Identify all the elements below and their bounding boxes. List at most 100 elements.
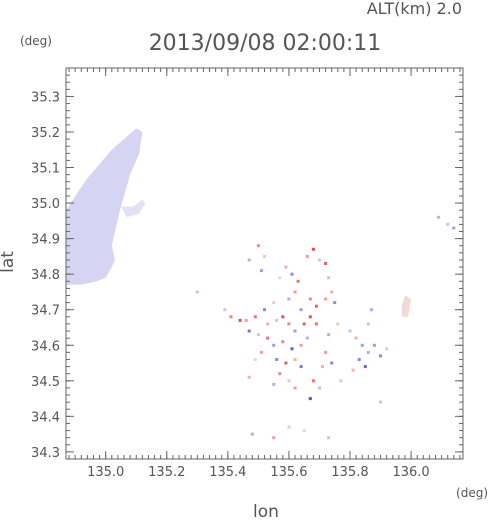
data-point xyxy=(305,336,309,340)
data-point xyxy=(327,276,331,280)
data-point xyxy=(446,222,450,226)
data-point xyxy=(330,361,334,365)
data-point xyxy=(299,365,303,369)
data-point xyxy=(330,290,334,294)
data-point xyxy=(324,297,328,301)
region-patch-1 xyxy=(121,199,146,218)
data-point xyxy=(263,254,266,258)
data-point xyxy=(308,397,312,401)
data-point xyxy=(253,358,257,361)
data-point xyxy=(259,269,263,273)
data-point xyxy=(229,315,233,319)
data-point xyxy=(302,322,306,326)
data-point xyxy=(327,333,331,337)
plot-frame xyxy=(65,67,464,460)
data-point xyxy=(256,333,260,337)
data-point xyxy=(311,247,315,251)
chart-title: 2013/09/08 02:00:11 xyxy=(149,31,382,56)
data-point xyxy=(244,318,248,322)
y-tick-label: 34.8 xyxy=(31,268,60,283)
data-point xyxy=(278,276,282,280)
data-point xyxy=(266,322,270,326)
data-point xyxy=(336,322,340,326)
data-point xyxy=(284,361,288,365)
data-point xyxy=(363,365,367,369)
data-point xyxy=(385,347,389,351)
data-point xyxy=(263,308,266,312)
data-point xyxy=(293,358,297,361)
data-point xyxy=(308,315,312,319)
data-point xyxy=(266,336,270,340)
data-point xyxy=(275,318,279,322)
region-patch-2 xyxy=(401,295,412,317)
data-point xyxy=(311,379,315,383)
x-tick-label: 135.4 xyxy=(209,465,246,480)
data-point xyxy=(247,258,251,262)
x-axis-label: lon xyxy=(253,502,279,521)
data-point xyxy=(372,343,376,347)
data-point xyxy=(259,350,263,354)
data-point xyxy=(318,258,321,262)
data-point xyxy=(308,297,312,301)
data-point xyxy=(290,272,294,276)
data-point xyxy=(275,358,279,361)
data-point xyxy=(253,315,257,319)
data-point xyxy=(351,368,355,372)
x-tick-label: 135.6 xyxy=(270,465,307,480)
data-point xyxy=(366,322,370,326)
data-point xyxy=(195,290,199,294)
data-point xyxy=(333,301,337,305)
data-point xyxy=(437,215,441,219)
data-point xyxy=(278,372,282,376)
data-point xyxy=(379,354,382,358)
y-tick-label: 34.9 xyxy=(31,233,60,248)
y-tick-label: 34.7 xyxy=(31,304,60,319)
data-point xyxy=(293,386,297,390)
data-point xyxy=(339,379,343,383)
data-point xyxy=(287,297,291,301)
data-point xyxy=(284,265,288,269)
data-point xyxy=(287,425,291,429)
x-tick-label: 135.8 xyxy=(331,465,368,480)
y-tick-label: 34.5 xyxy=(31,375,60,390)
data-point xyxy=(281,315,285,319)
data-point xyxy=(290,347,294,351)
data-point xyxy=(369,308,373,312)
data-point xyxy=(299,343,303,347)
y-tick-label: 35.3 xyxy=(31,90,60,105)
y-tick-label: 34.4 xyxy=(31,410,60,425)
data-point xyxy=(327,436,331,440)
data-point xyxy=(281,340,285,344)
altitude-label: ALT(km) 2.0 xyxy=(367,0,462,18)
x-unit-label: (deg) xyxy=(456,486,488,500)
data-point xyxy=(379,400,382,404)
data-point xyxy=(247,329,251,333)
data-point xyxy=(223,308,227,312)
data-point xyxy=(272,343,276,347)
data-point xyxy=(256,244,260,248)
data-point xyxy=(238,318,242,322)
data-point xyxy=(302,429,306,433)
axis-ticks: 135.0 135.2 135.4 135.6 135.8 136.0 34.3 34.4 34… xyxy=(31,67,463,480)
data-point xyxy=(272,382,276,386)
data-point xyxy=(452,226,456,230)
data-point xyxy=(296,279,300,283)
data-point xyxy=(287,379,291,383)
y-tick-label: 34.6 xyxy=(31,339,60,354)
data-point xyxy=(293,290,297,294)
plot-area xyxy=(66,128,456,440)
data-point xyxy=(272,436,276,440)
data-point xyxy=(324,262,328,265)
data-point xyxy=(366,350,370,354)
data-point xyxy=(247,375,251,379)
x-tick-label: 135.0 xyxy=(87,465,124,480)
y-tick-label: 35.1 xyxy=(31,162,60,177)
data-point xyxy=(272,301,276,305)
y-tick-label: 34.3 xyxy=(31,446,60,461)
data-point xyxy=(305,254,309,258)
data-point xyxy=(354,336,358,340)
data-point xyxy=(314,304,318,308)
y-axis-label: lat xyxy=(0,251,18,273)
region-patch-0 xyxy=(66,128,143,285)
